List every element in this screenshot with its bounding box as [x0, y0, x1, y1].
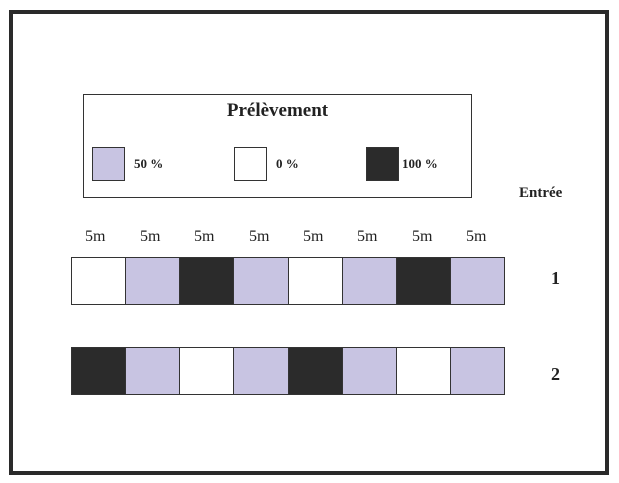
segment-length-label: 5m: [412, 228, 433, 245]
strip-segment: [126, 258, 181, 304]
legend-title: Prélèvement: [226, 100, 329, 121]
strip-segment: [450, 348, 504, 394]
strip-segment: [72, 348, 127, 394]
strip-segment: [126, 348, 181, 394]
strip-segment: [288, 348, 343, 394]
legend: Prélèvement: [83, 94, 472, 198]
legend-swatch-50: [92, 147, 125, 181]
diagram-frame: [9, 10, 609, 475]
strip-segment: [396, 258, 451, 304]
legend-label-0: 0 %: [276, 156, 299, 171]
strip-1: [71, 257, 505, 305]
strip-label-1: 1: [551, 268, 560, 288]
legend-swatch-0: [234, 147, 267, 181]
strip-segment: [396, 348, 451, 394]
segment-length-label: 5m: [194, 228, 215, 245]
strip-segment: [72, 258, 127, 304]
strip-segment: [342, 258, 397, 304]
strip-label-2: 2: [551, 364, 560, 384]
strip-segment: [180, 348, 235, 394]
legend-label-100: 100 %: [402, 156, 438, 171]
segment-length-label: 5m: [357, 228, 378, 245]
strip-segment: [180, 258, 235, 304]
segment-length-label: 5m: [85, 228, 106, 245]
strip-segment: [288, 258, 343, 304]
strip-segment: [234, 258, 289, 304]
strip-segment: [342, 348, 397, 394]
entree-header: Entrée: [519, 185, 563, 201]
segment-length-label: 5m: [466, 228, 487, 245]
legend-swatch-100: [366, 147, 399, 181]
strip-2: [71, 347, 505, 395]
segment-length-label: 5m: [249, 228, 270, 245]
segment-length-label: 5m: [303, 228, 324, 245]
strip-segment: [234, 348, 289, 394]
segment-length-label: 5m: [140, 228, 161, 245]
legend-label-50: 50 %: [134, 156, 164, 171]
strip-segment: [450, 258, 504, 304]
